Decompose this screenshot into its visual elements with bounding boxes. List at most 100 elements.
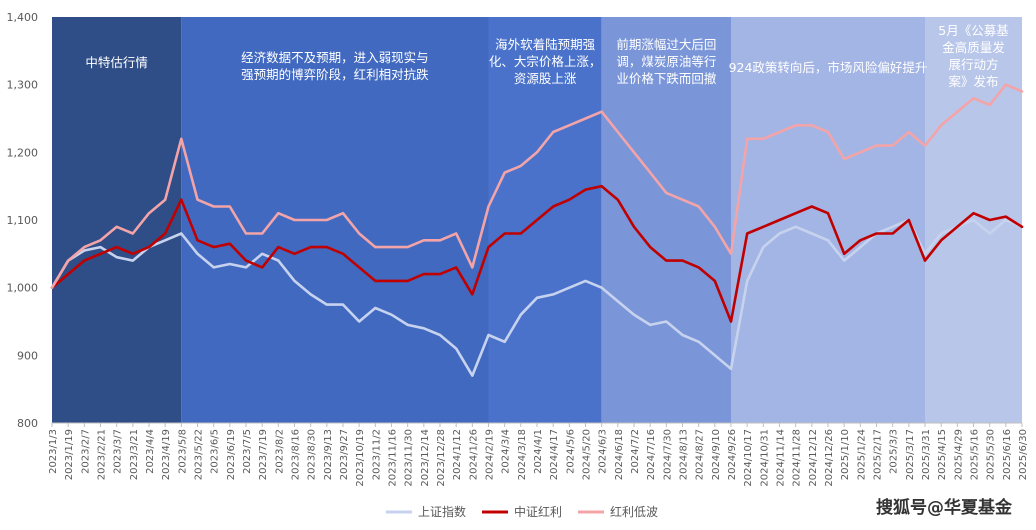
period-annotation-line: 案》发布 bbox=[948, 74, 998, 89]
x-tick-label: 2024/3/18 bbox=[517, 429, 528, 480]
x-tick-label: 2023/9/13 bbox=[323, 429, 334, 480]
x-tick-label: 2023/9/27 bbox=[339, 429, 350, 480]
y-axis: 1,400 1,300 1,200 1,100 1,000 900 800 bbox=[7, 11, 39, 430]
x-tick-label: 2024/1/12 bbox=[452, 429, 463, 480]
x-tick-label: 2024/7/16 bbox=[646, 429, 657, 480]
period-band bbox=[52, 17, 182, 423]
period-band bbox=[488, 17, 602, 423]
x-tick-label: 2025/3/3 bbox=[889, 429, 900, 474]
x-tick-label: 2024/8/13 bbox=[679, 429, 690, 480]
y-tick-label: 1,100 bbox=[7, 214, 39, 227]
x-tick-label: 2024/2/19 bbox=[485, 429, 496, 480]
x-tick-label: 2025/2/17 bbox=[873, 429, 884, 480]
y-tick-label: 1,400 bbox=[7, 11, 39, 24]
series-line bbox=[50, 218, 1024, 377]
x-tick-label: 2024/6/18 bbox=[614, 429, 625, 480]
series-line bbox=[50, 184, 1024, 323]
period-annotation-line: 资源股上涨 bbox=[514, 71, 577, 86]
x-tick-label: 2023/3/21 bbox=[129, 429, 140, 480]
legend-label: 红利低波 bbox=[610, 504, 658, 519]
series-line bbox=[50, 83, 1024, 290]
x-tick-label: 2024/4/17 bbox=[549, 429, 560, 480]
x-tick-label: 2024/11/14 bbox=[776, 429, 787, 487]
period-annotation-line: 强预期的博弈阶段，红利相对抗跌 bbox=[241, 67, 429, 82]
watermark: 搜狐号@华夏基金 bbox=[876, 497, 1013, 518]
x-tick-label: 2024/4/1 bbox=[533, 429, 544, 474]
legend-label: 中证红利 bbox=[514, 504, 562, 519]
period-annotation-line: 前期涨幅过大后回 bbox=[616, 37, 716, 52]
x-tick-label: 2023/11/16 bbox=[388, 429, 399, 487]
x-tick-label: 2025/6/16 bbox=[1002, 429, 1013, 480]
y-tick-label: 1,300 bbox=[7, 79, 39, 92]
x-tick-label: 2023/6/19 bbox=[226, 429, 237, 480]
x-tick-label: 2023/2/7 bbox=[80, 429, 91, 474]
x-tick-label: 2023/7/5 bbox=[242, 429, 253, 474]
x-tick-label: 2024/12/26 bbox=[824, 429, 835, 487]
x-tick-label: 2023/5/8 bbox=[177, 429, 188, 474]
legend-label: 上证指数 bbox=[418, 504, 466, 519]
x-tick-label: 2023/3/7 bbox=[113, 429, 124, 474]
period-annotation-line: 金高质量发 bbox=[942, 40, 1005, 55]
x-tick-label: 2023/10/19 bbox=[355, 429, 366, 487]
x-tick-label: 2025/5/30 bbox=[986, 429, 997, 480]
x-tick-label: 2024/9/10 bbox=[711, 429, 722, 480]
x-tick-label: 2025/6/30 bbox=[1018, 429, 1029, 480]
x-tick-label: 2025/3/31 bbox=[921, 429, 932, 480]
period-annotation-line: 经济数据不及预期，进入弱现实与 bbox=[241, 50, 429, 65]
y-tick-label: 1,000 bbox=[7, 282, 39, 295]
period-annotation-line: 化、大宗价格上涨， bbox=[489, 54, 602, 69]
x-tick-label: 2023/1/3 bbox=[48, 429, 59, 474]
x-tick-label: 2023/4/4 bbox=[145, 429, 156, 474]
x-tick-label: 2024/3/4 bbox=[501, 429, 512, 474]
period-band bbox=[181, 17, 489, 423]
period-annotation-line: 中特估行情 bbox=[85, 55, 148, 70]
x-tick-label: 2025/3/17 bbox=[905, 429, 916, 480]
x-tick-label: 2023/1/19 bbox=[64, 429, 75, 480]
x-tick-label: 2024/7/30 bbox=[662, 429, 673, 480]
x-tick-label: 2025/1/24 bbox=[856, 429, 867, 480]
period-band bbox=[731, 17, 925, 423]
x-tick-label: 2023/8/30 bbox=[307, 429, 318, 480]
x-tick-label: 2024/8/27 bbox=[695, 429, 706, 480]
x-tick-label: 2023/7/19 bbox=[258, 429, 269, 480]
period-annotation-line: 海外软着陆预期强 bbox=[495, 37, 596, 52]
x-tick-label: 2024/10/31 bbox=[759, 429, 770, 487]
x-tick-label: 2023/8/16 bbox=[291, 429, 302, 480]
period-annotation-line: 924政策转向后，市场风险偏好提升 bbox=[729, 60, 928, 75]
x-tick-label: 2023/12/28 bbox=[436, 429, 447, 487]
x-tick-label: 2025/1/10 bbox=[840, 429, 851, 480]
x-tick-label: 2025/4/15 bbox=[937, 429, 948, 480]
x-tick-label: 2023/2/21 bbox=[97, 429, 108, 480]
x-tick-label: 2025/4/29 bbox=[953, 429, 964, 480]
period-annotation-line: 5月《公募基 bbox=[938, 23, 1009, 38]
period-annotation-line: 业价格下跌而回撤 bbox=[616, 71, 717, 86]
x-tick-label: 2023/5/22 bbox=[194, 429, 205, 480]
x-tick-label: 2023/12/14 bbox=[420, 429, 431, 487]
x-tick-label: 2024/1/26 bbox=[468, 429, 479, 480]
x-tick-label: 2024/7/2 bbox=[630, 429, 641, 474]
y-tick-label: 900 bbox=[17, 349, 38, 362]
series-lines bbox=[50, 83, 1024, 377]
x-tick-label: 2024/12/12 bbox=[808, 429, 819, 487]
x-tick-label: 2024/5/6 bbox=[565, 429, 576, 474]
x-tick-label: 2024/5/20 bbox=[582, 429, 593, 480]
x-tick-label: 2024/9/26 bbox=[727, 429, 738, 480]
x-tick-label: 2023/4/19 bbox=[161, 429, 172, 480]
x-axis: 2023/1/3 2023/1/19 2023/2/7 2023/2/21 2023/3… bbox=[48, 422, 1029, 487]
period-annotation-line: 调，煤炭原油等行 bbox=[616, 54, 716, 69]
y-tick-label: 1,200 bbox=[7, 146, 39, 159]
x-tick-label: 2024/6/3 bbox=[598, 429, 609, 474]
x-tick-label: 2024/11/28 bbox=[792, 429, 803, 487]
legend: 上证指数 中证红利 红利低波 bbox=[386, 504, 658, 519]
period-annotation-line: 展行动方 bbox=[948, 57, 998, 72]
x-tick-label: 2025/5/16 bbox=[970, 429, 981, 480]
y-tick-label: 800 bbox=[17, 417, 38, 430]
x-tick-label: 2023/11/30 bbox=[404, 429, 415, 487]
x-tick-label: 2024/10/17 bbox=[743, 429, 754, 487]
x-tick-label: 2023/11/2 bbox=[371, 429, 382, 480]
x-tick-label: 2023/8/2 bbox=[274, 429, 285, 474]
x-tick-label: 2023/6/5 bbox=[210, 429, 221, 474]
